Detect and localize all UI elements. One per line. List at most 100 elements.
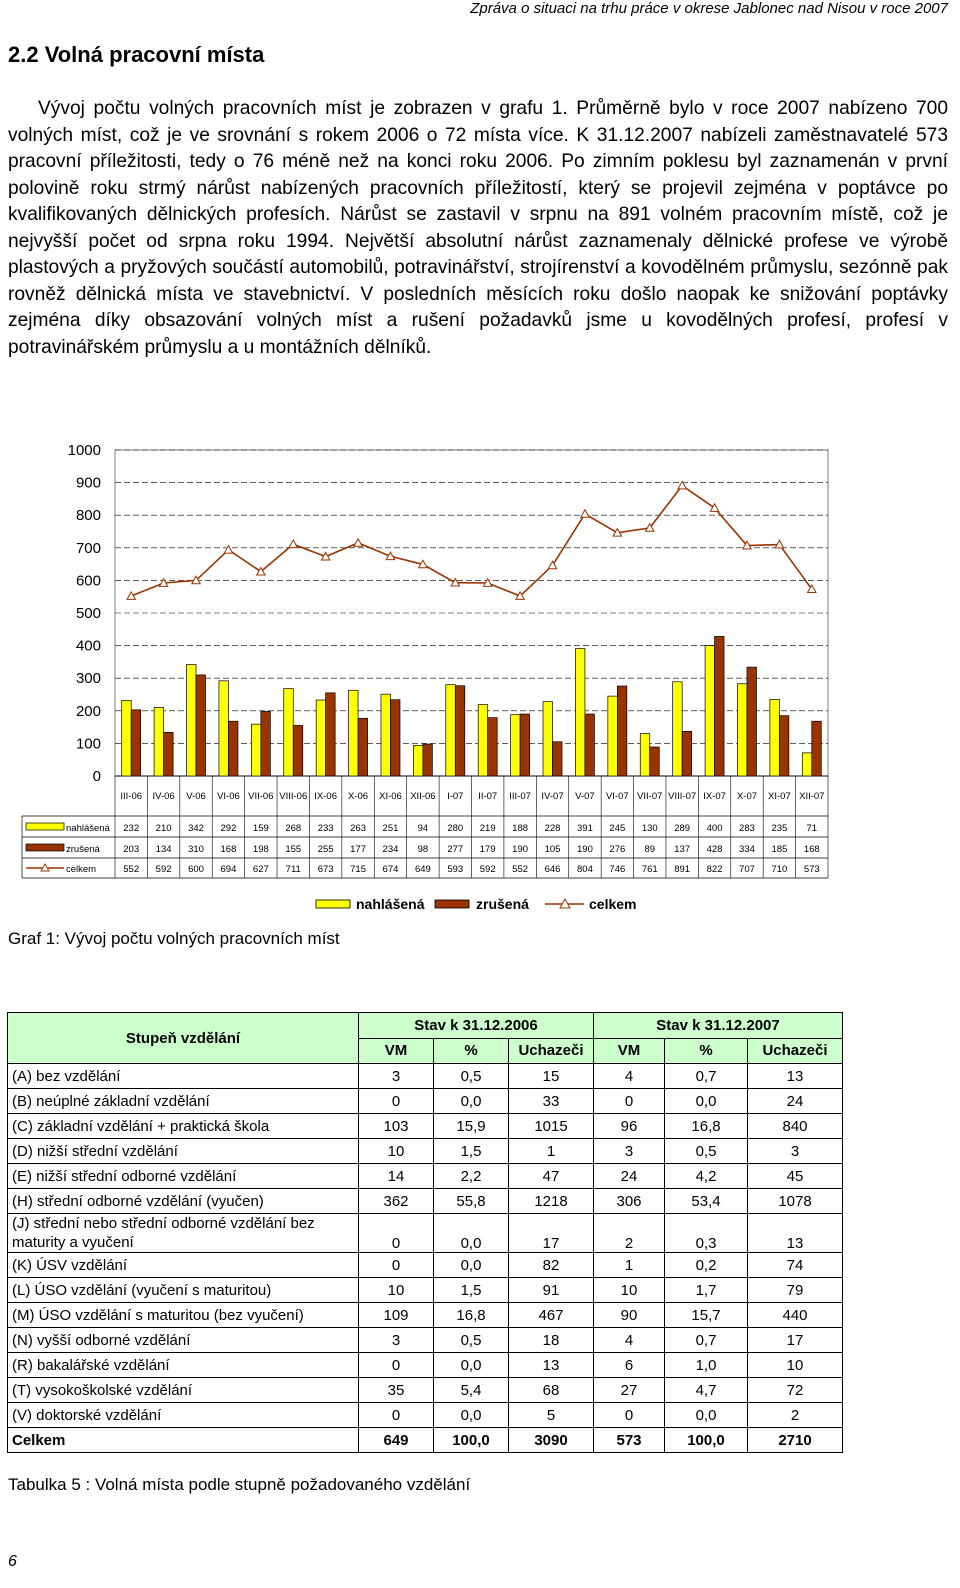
y-tick-label: 700 <box>76 540 101 557</box>
cell-value: 440 <box>747 1302 843 1328</box>
bar-nahlasena <box>250 723 262 777</box>
bar-nahlasena <box>575 648 586 777</box>
cell-value: 82 <box>508 1252 594 1278</box>
cell-value: 33 <box>508 1088 594 1114</box>
x-tick-label: VIII-06 <box>279 791 307 802</box>
cell-value: 55,8 <box>433 1188 509 1214</box>
data-table-value: 310 <box>188 844 204 855</box>
data-table-value: 552 <box>512 864 528 875</box>
marker-celkem <box>223 544 234 554</box>
cell-value: 16,8 <box>433 1302 509 1328</box>
cell-value: 53,4 <box>664 1188 748 1214</box>
data-table-value: 707 <box>739 864 755 875</box>
cell-value: 4 <box>593 1063 665 1089</box>
line-celkem <box>130 484 813 597</box>
x-tick-label: VIII-07 <box>668 791 696 802</box>
data-table-value: 715 <box>350 864 366 875</box>
cell-value: 0,5 <box>664 1138 748 1164</box>
y-tick-label: 900 <box>76 475 101 492</box>
data-table-value: 334 <box>739 844 755 855</box>
cell-value: 96 <box>593 1113 665 1139</box>
y-tick-label: 0 <box>93 768 101 785</box>
marker-celkem <box>158 577 169 587</box>
table-row: (D) nižší střední vzdělání 10 1,5 1 3 0,5 3 <box>7 1138 843 1164</box>
row-label: (V) doktorské vzdělání <box>7 1402 359 1428</box>
bar-zrusena <box>195 674 206 777</box>
cell-value: 27 <box>593 1377 665 1403</box>
table-row: (H) střední odborné vzdělání (vyučen) 362… <box>7 1188 843 1214</box>
cell-value: 3090 <box>508 1427 594 1453</box>
marker-celkem <box>417 559 428 569</box>
sub-header-pct-2006: % <box>433 1037 509 1064</box>
row-label: (J) střední nebo střední odborné vzdělán… <box>7 1213 359 1253</box>
x-tick-label: IX-07 <box>703 791 726 802</box>
data-table-value: 245 <box>609 823 625 834</box>
cell-value: 68 <box>508 1377 594 1403</box>
cell-value: 0,0 <box>433 1402 509 1428</box>
data-table-value: 190 <box>512 844 528 855</box>
sub-header-vm-2006: VM <box>358 1037 434 1064</box>
y-tick-label: 400 <box>76 638 101 655</box>
bar-zrusena <box>163 731 174 777</box>
x-tick-label: VII-07 <box>637 791 662 802</box>
bar-zrusena <box>260 711 271 777</box>
x-tick-label: III-06 <box>120 791 142 802</box>
table-row: (C) základní vzdělání + praktická škola 1… <box>7 1113 843 1139</box>
cell-value: 1,7 <box>664 1277 748 1303</box>
data-table-value: 232 <box>123 823 139 834</box>
cell-value: 3 <box>593 1138 665 1164</box>
marker-celkem <box>644 522 655 532</box>
data-table-value: 711 <box>286 864 301 875</box>
data-table-value: 219 <box>480 823 496 834</box>
education-header-label: Stupeň vzdělání <box>7 1012 359 1064</box>
body-paragraph: Vývoj počtu volných pracovních míst je z… <box>8 96 948 361</box>
data-table-value: 268 <box>285 823 301 834</box>
cell-value: 10 <box>747 1352 843 1378</box>
total-row: Celkem 649 100,0 3090 573 100,0 2710 <box>7 1427 843 1453</box>
marker-celkem <box>450 577 461 587</box>
data-table-value: 804 <box>577 864 593 875</box>
cell-value: 3 <box>358 1063 434 1089</box>
data-table-value: 89 <box>644 844 655 855</box>
data-table-value: 251 <box>383 823 399 834</box>
data-table-value: 592 <box>156 864 172 875</box>
x-tick-label: V-07 <box>575 791 595 802</box>
table-row: (R) bakalářské vzdělání 0 0,0 13 6 1,0 10 <box>7 1352 843 1378</box>
y-tick-label: 600 <box>76 572 101 589</box>
data-table-value: 761 <box>642 864 658 875</box>
legend-label-celkem: celkem <box>589 896 636 912</box>
cell-value: 0,0 <box>433 1088 509 1114</box>
cell-value: 1,0 <box>664 1352 748 1378</box>
bar-zrusena <box>228 720 239 777</box>
x-tick-label: III-07 <box>509 791 531 802</box>
cell-value: 362 <box>358 1188 434 1214</box>
bar-nahlasena <box>769 699 780 777</box>
bar-zrusena <box>616 685 628 777</box>
table-row: (B) neúplné základní vzdělání 0 0,0 33 0 0,0 2… <box>7 1088 843 1114</box>
bar-nahlasena <box>315 699 327 777</box>
row-label: (D) nižší střední vzdělání <box>7 1138 359 1164</box>
chart-caption: Graf 1: Vývoj počtu volných pracovních m… <box>8 929 340 948</box>
data-table-value: 746 <box>609 864 625 875</box>
y-tick-label: 100 <box>76 735 101 752</box>
table-row: (E) nižší střední odborné vzdělání 14 2,2 4… <box>7 1163 843 1189</box>
bar-zrusena <box>552 741 563 777</box>
group-header-2006: Stav k 31.12.2006 <box>358 1012 594 1039</box>
bar-zrusena <box>681 730 693 777</box>
sub-header-applicants-2006: Uchazeči <box>508 1037 594 1064</box>
x-tick-label: XI-07 <box>768 791 791 802</box>
data-table-value: 134 <box>156 844 172 855</box>
cell-value: 24 <box>593 1163 665 1189</box>
cell-value: 13 <box>747 1063 843 1089</box>
data-table-value: 155 <box>285 844 301 855</box>
table-row: (N) vyšší odborné vzdělání 3 0,5 18 4 0,7 17 <box>7 1327 843 1353</box>
data-table-value: 228 <box>545 823 561 834</box>
legend-swatch-zrusena <box>434 899 470 909</box>
data-table-value: 280 <box>447 823 463 834</box>
cell-value: 17 <box>747 1327 843 1353</box>
table-row: (J) střední nebo střední odborné vzdělán… <box>7 1213 843 1253</box>
cell-value: 17 <box>508 1213 594 1253</box>
cell-value: 573 <box>593 1427 665 1453</box>
cell-value: 10 <box>358 1138 434 1164</box>
